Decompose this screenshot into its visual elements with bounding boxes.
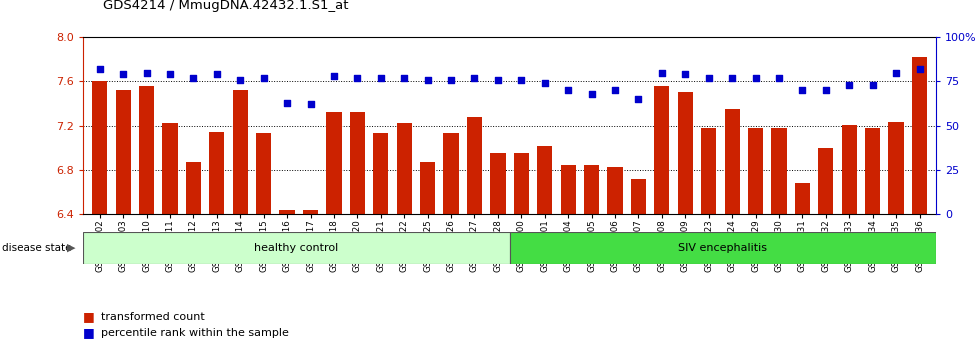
Bar [350,113,365,214]
Bar [232,90,248,214]
Bar [889,122,904,214]
Bar [209,132,224,214]
Bar [912,57,927,214]
Point [561,87,576,93]
Bar [701,128,716,214]
Point [209,72,224,77]
Bar [83,232,510,264]
Point [701,75,716,81]
Text: disease state: disease state [2,243,72,253]
Point [303,102,318,107]
Bar [842,125,857,214]
Point [162,72,177,77]
Bar [163,124,177,214]
Bar [443,133,459,214]
Bar [537,145,553,214]
Text: ■: ■ [83,310,95,323]
Point [92,66,108,72]
Text: healthy control: healthy control [255,243,338,253]
Text: SIV encephalitis: SIV encephalitis [678,243,767,253]
Bar [748,128,763,214]
Point [771,75,787,81]
Point [232,77,248,82]
Bar [92,81,107,214]
Bar [608,167,622,214]
Point [724,75,740,81]
Bar [584,166,599,214]
Point [326,73,342,79]
Bar [466,117,482,214]
Text: ■: ■ [83,326,95,339]
Bar [677,92,693,214]
Point [185,75,201,81]
Point [443,77,459,82]
Point [256,75,271,81]
Bar [139,86,154,214]
Point [818,87,834,93]
Bar [795,183,810,214]
Bar [373,133,388,214]
Point [490,77,506,82]
Point [279,100,295,105]
Point [466,75,482,81]
Point [419,77,435,82]
Bar [514,153,529,214]
Point [864,82,880,88]
Point [654,70,669,75]
Bar [326,113,342,214]
Point [350,75,366,81]
Bar [420,162,435,214]
Bar [256,133,271,214]
Text: ▶: ▶ [68,243,75,253]
Bar [303,210,318,214]
Point [911,66,927,72]
Bar [655,86,669,214]
Bar [561,166,576,214]
Point [677,72,693,77]
Point [795,87,810,93]
Point [537,80,553,86]
Point [373,75,389,81]
Point [584,91,600,97]
Text: transformed count: transformed count [101,312,205,322]
Point [888,70,904,75]
Text: percentile rank within the sample: percentile rank within the sample [101,328,289,338]
Bar [279,210,295,214]
Point [139,70,155,75]
Point [608,87,623,93]
Point [514,77,529,82]
Text: GDS4214 / MmugDNA.42432.1.S1_at: GDS4214 / MmugDNA.42432.1.S1_at [103,0,349,12]
Bar [631,179,646,214]
Point [116,72,131,77]
Point [396,75,412,81]
Point [748,75,763,81]
Bar [397,124,412,214]
Point [630,96,646,102]
Bar [186,162,201,214]
Bar [771,128,787,214]
Bar [116,90,130,214]
Point [842,82,858,88]
Bar [724,109,740,214]
Bar [510,232,936,264]
Bar [865,128,880,214]
Bar [818,148,833,214]
Bar [490,153,506,214]
